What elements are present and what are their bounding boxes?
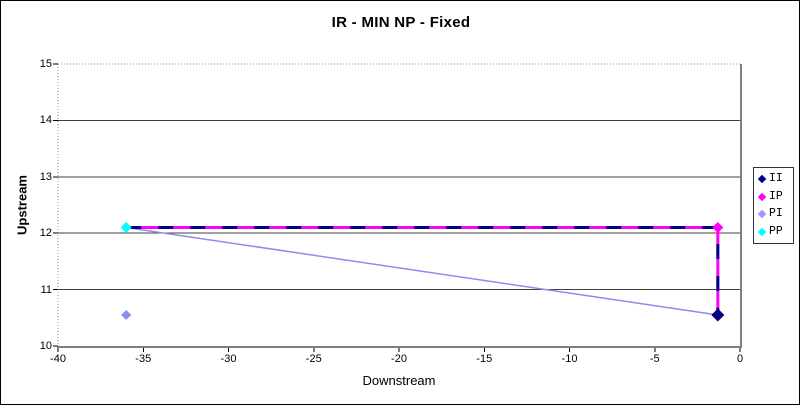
chart-title: IR - MIN NP - Fixed [331,14,471,31]
legend-item-II[interactable]: II [757,171,793,185]
series-marker-IP[interactable] [712,222,724,234]
legend-item-IP[interactable]: IP [757,189,793,203]
x-tick-label: -35 [135,353,152,365]
x-tick-label: -30 [220,353,237,365]
legend-marker-icon [757,192,767,201]
y-tick-label: 11 [40,283,52,296]
x-tick-label: -5 [649,353,660,365]
legend-marker-icon [757,174,767,184]
x-tick-label: -40 [50,353,66,365]
y-tick-label: 13 [39,170,52,183]
y-tick-label: 12 [39,227,52,240]
x-tick-label: -20 [391,353,407,365]
y-tick-label: 10 [39,340,52,352]
legend-label: II [769,171,783,185]
legend-label: PP [769,225,783,239]
legend-marker-icon [757,227,767,237]
series-line-PI[interactable] [126,226,718,316]
x-axis-title: Downstream [362,373,436,388]
legend[interactable]: II IP PI PP [753,167,794,244]
x-tick-label: 0 [736,353,744,365]
series-line-II[interactable] [126,226,720,315]
series-marker-PI[interactable] [121,309,132,320]
legend-label: IP [769,189,783,203]
legend-item-PI[interactable]: PI [757,207,793,221]
legend-label: PI [769,207,783,221]
y-tick-label: 15 [39,58,52,70]
x-tick-label: -15 [476,353,493,365]
x-tick-label: -25 [305,353,322,365]
legend-marker-icon [757,210,767,219]
series-marker-PP[interactable] [120,222,132,234]
x-tick-label: -10 [561,353,578,365]
y-tick-label: 14 [39,114,52,127]
legend-item-PP[interactable]: PP [757,225,793,239]
series-marker-II[interactable] [711,308,725,322]
